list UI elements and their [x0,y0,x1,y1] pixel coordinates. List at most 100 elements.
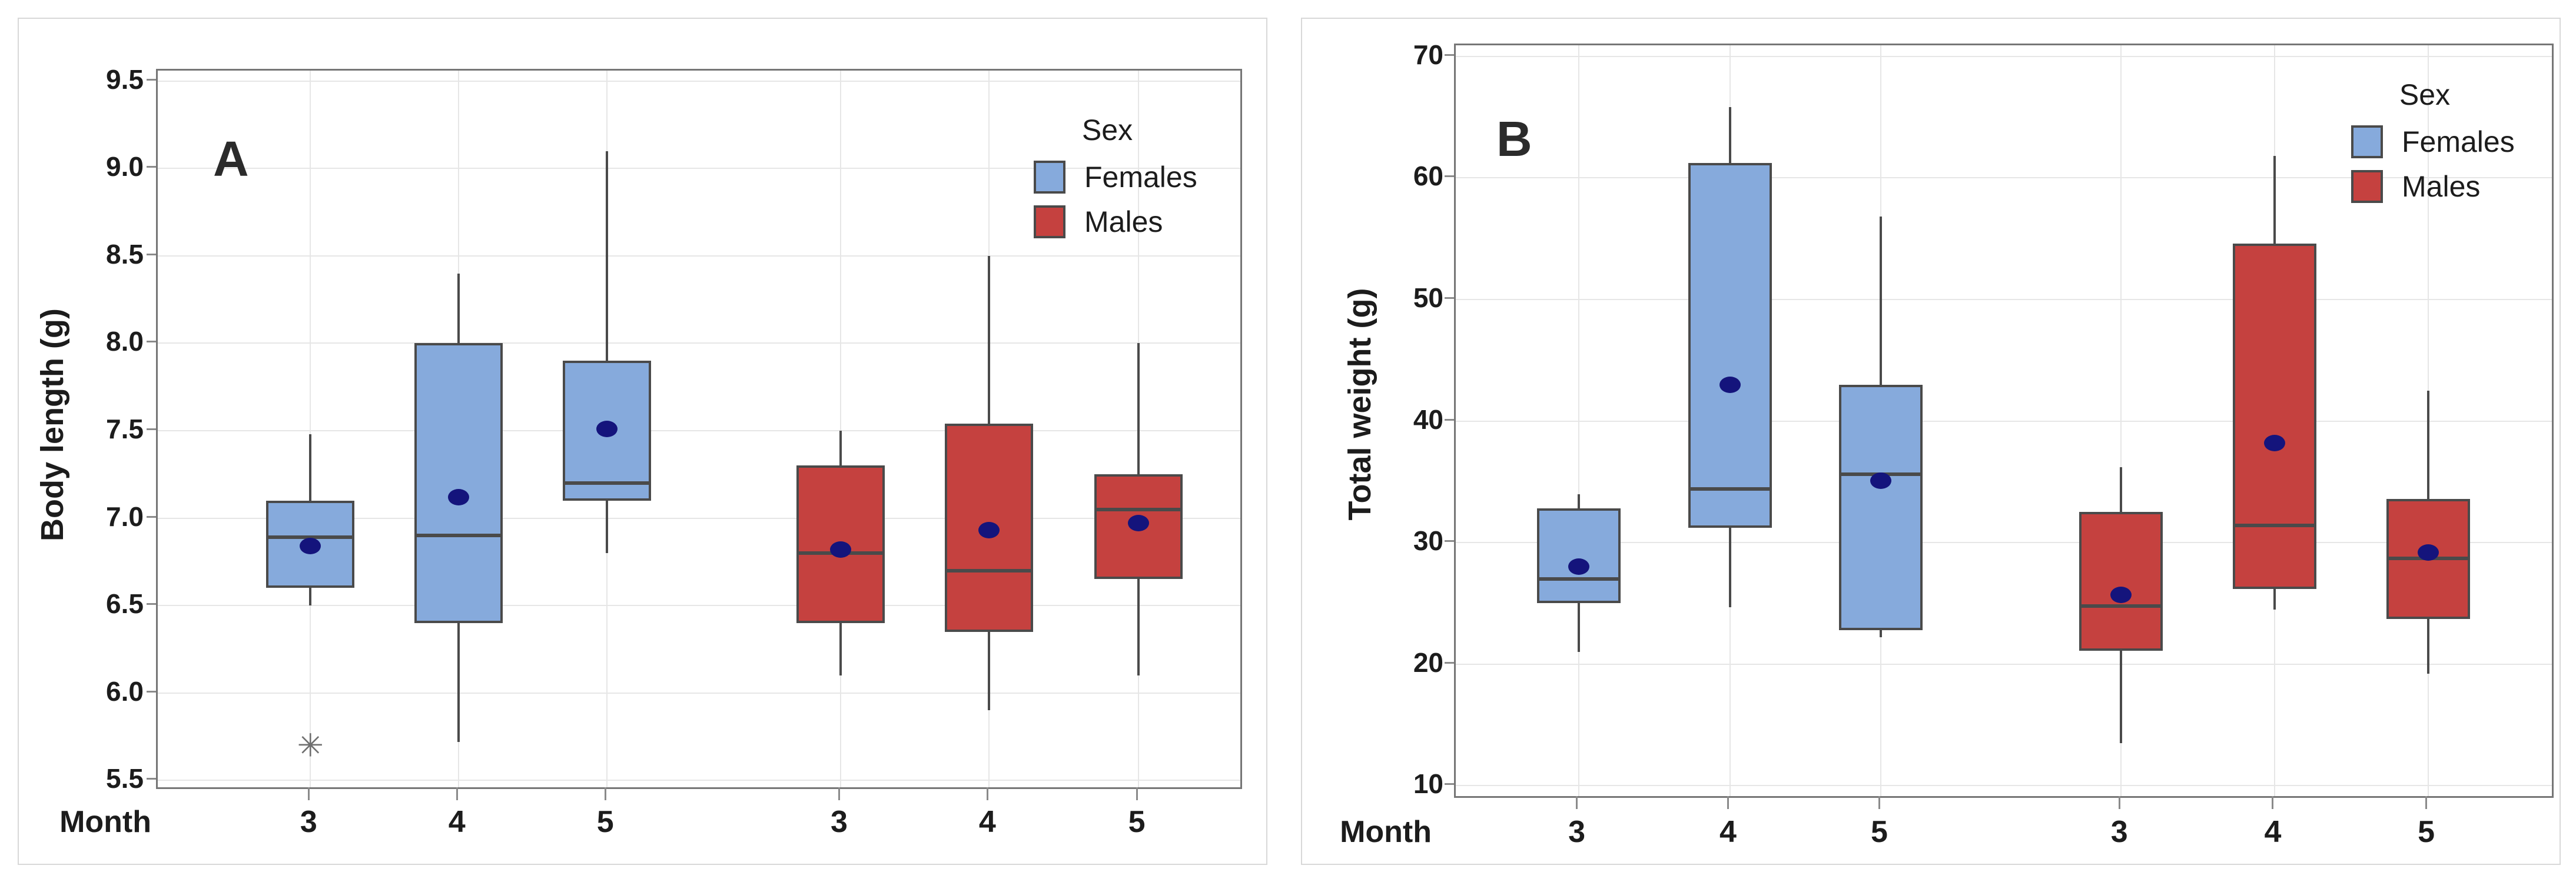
x-tick-label: 4 [2264,815,2282,849]
x-tick-label: 5 [2418,815,2435,849]
y-tick-mark [1445,661,1454,664]
x-tick-mark [307,787,310,800]
y-tick-label: 70 [1413,39,1443,70]
x-axis-title: Month [59,805,151,839]
y-tick-label: 7.5 [106,413,144,444]
mean-marker [830,541,852,558]
box-iqr [1688,163,1772,528]
y-tick-label: 8.5 [106,238,144,269]
x-tick-label: 5 [1128,805,1146,839]
box-median [1690,487,1770,491]
legend-item: Females [1034,160,1197,194]
y-tick-mark [1445,783,1454,786]
box-iqr [2079,512,2163,651]
legend-title: Sex [2399,78,2451,111]
males-swatch [2351,170,2383,203]
x-tick-label: 5 [596,805,614,839]
box-iqr [2232,243,2316,589]
box-median [1097,507,1181,511]
box-whisker [606,151,609,553]
x-gridline [1578,45,1579,796]
x-tick-mark [1576,796,1578,809]
box-iqr [414,343,503,623]
box-median [947,568,1031,573]
mean-marker [2110,587,2132,603]
y-tick-label: 40 [1413,404,1443,435]
panel-letter: A [213,131,249,187]
x-tick-mark [986,787,988,800]
y-gridline [1456,420,2552,422]
box-median [417,534,501,538]
y-gridline [158,430,1240,431]
box-iqr [1839,384,1923,630]
outlier-marker: ✳ [297,727,324,764]
x-tick-label: 4 [1719,815,1737,849]
legend-item: Males [2351,169,2515,204]
x-tick-label: 3 [1568,815,1585,849]
box-median [2082,604,2161,608]
x-tick-mark [2425,796,2428,809]
y-tick-label: 60 [1413,161,1443,192]
y-tick-mark [1445,540,1454,542]
y-gridline [158,605,1240,607]
y-tick-label: 5.5 [106,763,144,794]
y-tick-label: 30 [1413,525,1443,557]
y-gridline [1456,55,2552,57]
y-axis-title: Body length (g) [35,308,70,541]
x-gridline [2120,45,2122,796]
y-tick-label: 8.0 [106,326,144,357]
x-tick-label: 5 [1870,815,1888,849]
x-gridline [310,71,311,787]
box-median [565,481,649,485]
panel-card-b: 70 60 50 40 30 20 10 3 4 5 3 4 5 Month Total weight (g… [1301,18,2561,865]
legend: Sex Females Males [2351,78,2515,214]
box-median [2235,524,2314,528]
y-tick-mark [147,690,156,693]
y-tick-mark [1445,54,1454,56]
y-tick-label: 9.0 [106,151,144,182]
x-tick-mark [1878,796,1880,809]
y-tick-label: 9.5 [106,64,144,95]
legend-item-label: Females [1084,161,1197,194]
y-gridline [158,780,1240,781]
panel-card-a: ✳ 9.5 9.0 8.5 8.0 7.5 7.0 6.5 6.0 5.5 3 4 5 3 4 5 Month B… [18,18,1267,865]
y-gridline [1456,298,2552,300]
x-tick-label: 4 [978,805,996,839]
y-tick-mark [147,428,156,430]
y-tick-mark [147,341,156,343]
box-median [1539,577,1618,581]
y-gridline [158,517,1240,519]
x-tick-label: 3 [830,805,848,839]
mean-marker [448,488,470,505]
x-gridline [840,71,842,787]
y-gridline [1456,663,2552,665]
mean-marker [1719,376,1741,393]
y-tick-label: 7.0 [106,501,144,532]
x-tick-mark [2118,796,2120,809]
x-tick-label: 4 [448,805,466,839]
y-tick-label: 10 [1413,768,1443,800]
panel-letter: B [1496,111,1532,167]
y-gridline [158,168,1240,169]
x-tick-mark [604,787,606,800]
x-tick-label: 3 [2110,815,2128,849]
y-tick-mark [147,78,156,81]
legend-item-label: Females [2402,125,2515,158]
mean-marker [596,421,618,437]
box-iqr [1536,508,1621,604]
y-tick-mark [147,778,156,780]
mean-marker [1128,515,1150,532]
y-tick-mark [1445,418,1454,421]
y-tick-label: 50 [1413,282,1443,313]
y-gridline [158,80,1240,82]
y-tick-mark [147,166,156,168]
x-tick-mark [456,787,458,800]
plot-area [1454,44,2554,798]
mean-marker [978,522,1000,539]
x-tick-mark [1136,787,1138,800]
y-gridline [1456,177,2552,179]
x-tick-mark [838,787,840,800]
mean-marker [2263,434,2285,451]
y-gridline [1456,785,2552,787]
y-tick-mark [147,603,156,605]
